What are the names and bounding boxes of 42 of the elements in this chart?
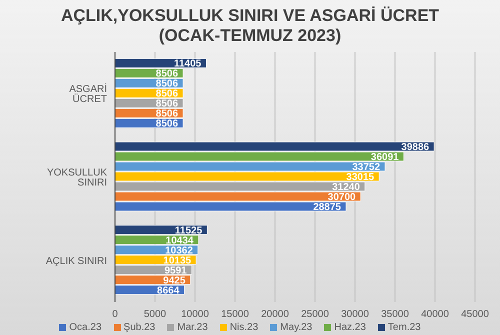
- x-tick-label: 20000: [261, 309, 290, 320]
- x-tick-label: 25000: [301, 309, 330, 320]
- y-tick-label: ASGARİ ÜCRET: [69, 83, 107, 106]
- x-tick-label: 10000: [181, 309, 210, 320]
- data-label: 33752: [352, 162, 380, 174]
- x-tick-label: 30000: [341, 309, 370, 320]
- data-label: 8664: [157, 285, 180, 296]
- legend-label: Haz.23: [333, 322, 366, 333]
- x-tick-label: 0: [112, 309, 118, 320]
- legend-label: Mar.23: [176, 322, 208, 333]
- data-label: 8506: [156, 88, 178, 100]
- data-label: 10362: [165, 245, 194, 256]
- x-tick-label: 5000: [144, 309, 167, 320]
- x-tick-label: 15000: [221, 309, 250, 320]
- data-label: 39886: [401, 142, 430, 154]
- y-tick-label: AÇLIK SINIRI: [46, 256, 107, 267]
- legend-label: Şub.23: [122, 322, 156, 333]
- data-label: 30700: [328, 192, 356, 204]
- data-label: 8506: [156, 118, 178, 130]
- chart-title: AÇLIK,YOKSULLUK SINIRI VE ASGARİ ÜCRET (OCAK-TEMMUZ 2023): [60, 5, 440, 46]
- y-tick-label: YOKSULLUK SINIRI: [46, 168, 108, 189]
- data-label: 28875: [313, 202, 342, 214]
- legend-label: May.23: [279, 322, 312, 333]
- data-label: 10434: [166, 235, 194, 246]
- data-label: 33015: [346, 172, 375, 184]
- data-label: 8506: [156, 98, 178, 110]
- legend-label: Nis.23: [228, 322, 258, 333]
- data-label: 8506: [156, 78, 178, 90]
- data-label: 8506: [156, 68, 178, 80]
- x-tick-label: 35000: [381, 309, 410, 320]
- data-label: 11525: [174, 225, 203, 236]
- x-tick-label: 40000: [421, 309, 450, 320]
- legend-label: Oca.23: [68, 322, 102, 333]
- data-label: 10135: [163, 255, 192, 266]
- data-label: 36091: [370, 152, 400, 164]
- data-label: 9591: [164, 265, 188, 276]
- data-label: 31240: [332, 182, 360, 194]
- data-label: 11405: [174, 58, 202, 70]
- data-label: 8506: [156, 108, 178, 120]
- legend-label: Tem.23: [386, 322, 421, 333]
- data-label: 9425: [163, 275, 186, 286]
- x-tick-label: 45000: [461, 309, 490, 320]
